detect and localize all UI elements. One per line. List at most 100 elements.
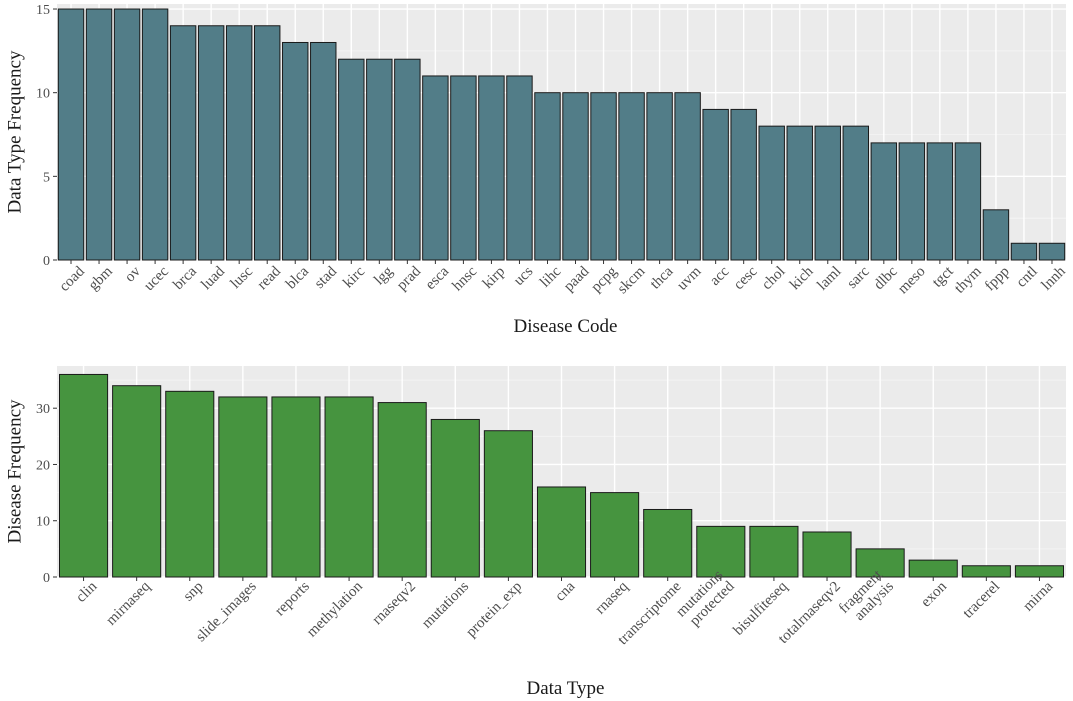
top-x-tick-label: prad xyxy=(394,263,425,294)
top-x-tick-label: thca xyxy=(647,263,676,292)
bottom-bar-exon xyxy=(908,559,958,578)
top-bar-cntl xyxy=(1010,242,1038,261)
top-x-tick-label-line: kirp xyxy=(480,264,508,292)
top-x-tick-label: luad xyxy=(198,263,228,293)
top-x-tick-label: pcpg xyxy=(588,263,620,295)
top-bar-skcm xyxy=(618,92,645,261)
top-x-tick-label-line: esca xyxy=(423,263,453,293)
bottom-y-tick-label: 20 xyxy=(36,458,50,473)
top-y-tick-label: 0 xyxy=(43,254,50,269)
top-x-tick-label: kirp xyxy=(480,264,508,292)
top-bar-ucec xyxy=(141,8,169,261)
bottom-bar-bisulfiteseq xyxy=(749,525,799,578)
bottom-x-tick-label-line: snp xyxy=(181,579,207,605)
top-bar-blca xyxy=(282,41,309,261)
top-x-tick-label-line: lihc xyxy=(537,263,564,290)
bottom-bar-clin xyxy=(59,373,109,578)
top-x-tick-label: acc xyxy=(707,263,733,289)
bottom-y-tick-label: 10 xyxy=(36,515,50,530)
top-bar-hnsc xyxy=(450,75,477,261)
top-bar-acc xyxy=(702,108,729,261)
top-x-tick-label-line: ucec xyxy=(141,263,172,294)
bottom-x-axis-title: Data Type xyxy=(527,678,605,699)
top-x-tick-label: blca xyxy=(283,263,312,292)
bottom-x-tick-label-line: tracerel xyxy=(960,579,1003,622)
top-x-tick-label: lnnh xyxy=(1039,263,1070,294)
bottom-y-tick-label: 0 xyxy=(43,571,50,586)
top-x-tick-label: brca xyxy=(170,263,200,293)
top-x-tick-label: uvm xyxy=(674,263,704,293)
top-x-tick-label: kich xyxy=(787,263,817,293)
top-x-tick-label: stad xyxy=(312,263,341,292)
top-x-tick-label: kirc xyxy=(340,263,368,291)
bottom-x-tick-label-line: exon xyxy=(918,578,950,610)
top-x-tick-label-line: kirc xyxy=(340,263,368,291)
bottom-y-tick-label: 30 xyxy=(36,402,50,417)
bottom-x-tick-label: snp xyxy=(181,579,207,605)
top-bar-read xyxy=(253,25,281,261)
bottom-x-tick-label: tracerel xyxy=(960,579,1003,622)
top-x-tick-label: paad xyxy=(561,263,593,295)
bottom-bar-mirnaseq xyxy=(112,385,162,578)
top-x-tick-label: lusc xyxy=(228,263,257,292)
top-bar-prad xyxy=(394,58,421,261)
bottom-x-tick-label: clin xyxy=(73,578,101,606)
top-x-tick-label-line: cesc xyxy=(731,263,761,293)
top-x-tick-label: coad xyxy=(56,263,88,295)
top-bar-thca xyxy=(646,92,673,261)
top-x-tick-label-line: pcpg xyxy=(588,263,620,295)
top-x-tick-label-line: lusc xyxy=(228,263,257,292)
top-x-tick-label-line: meso xyxy=(895,264,929,298)
top-x-tick-label: cntl xyxy=(1014,264,1041,291)
bottom-x-tick-label-line: reports xyxy=(272,578,313,619)
top-y-tick-label: 5 xyxy=(43,170,50,185)
bottom-bar-totalrnaseqv2 xyxy=(802,531,852,578)
top-bar-lihc xyxy=(534,92,561,261)
top-x-tick-label: chol xyxy=(759,264,789,294)
bottom-x-tick-label: mirnaseq xyxy=(103,578,154,629)
top-bar-pcpg xyxy=(590,92,617,261)
top-bar-cesc xyxy=(730,108,757,261)
bottom-bar-mutations-protected xyxy=(696,525,746,578)
top-bar-dlbc xyxy=(870,142,898,261)
top-x-tick-label-line: blca xyxy=(283,263,312,292)
top-bar-thym xyxy=(954,142,982,261)
bottom-x-tick-label-line: mirna xyxy=(1020,578,1056,614)
bottom-bar-mirna xyxy=(1014,565,1064,578)
top-bar-chol xyxy=(758,125,785,261)
top-bar-stad xyxy=(310,41,337,261)
top-x-tick-label: ucec xyxy=(141,263,172,294)
bottom-x-tick-label-line: mirnaseq xyxy=(103,578,154,629)
top-bar-meso xyxy=(898,142,926,261)
top-x-tick-label: lihc xyxy=(537,263,564,290)
bottom-bar-fragment-analysis xyxy=(855,548,905,578)
top-x-axis-title: Disease Code xyxy=(514,316,618,337)
bottom-y-axis-title: Disease Frequency xyxy=(4,399,25,544)
bottom-x-tick-label: rnaseqv2 xyxy=(369,579,419,629)
top-bar-coad xyxy=(57,8,85,261)
top-x-tick-label-line: thym xyxy=(952,263,985,296)
top-bar-tgct xyxy=(926,142,954,261)
top-x-tick-label-line: read xyxy=(254,263,284,293)
bottom-x-tick-label: exon xyxy=(918,578,950,610)
top-bar-ucs xyxy=(506,75,533,261)
top-x-tick-label: esca xyxy=(423,263,453,293)
top-x-tick-label: cesc xyxy=(731,263,761,293)
top-bar-uvm xyxy=(674,92,701,261)
top-x-tick-label-line: paad xyxy=(561,263,593,295)
top-x-tick-label-line: sarc xyxy=(844,263,873,292)
bottom-x-tick-label: cna xyxy=(552,578,578,604)
bottom-bar-methylation xyxy=(324,396,374,578)
bottom-bar-mutations xyxy=(430,418,480,578)
bottom-x-tick-label-line: cna xyxy=(552,578,578,604)
top-panel-background xyxy=(57,4,1066,260)
bottom-bar-transcriptome xyxy=(643,508,693,578)
top-x-tick-label: hnsc xyxy=(449,263,480,294)
top-x-tick-label-line: coad xyxy=(56,263,88,295)
bottom-x-tick-label: mutations xyxy=(419,578,472,631)
top-x-tick-label-line: laml xyxy=(814,264,844,294)
bottom-x-tick-label-line: methylation xyxy=(304,578,366,640)
